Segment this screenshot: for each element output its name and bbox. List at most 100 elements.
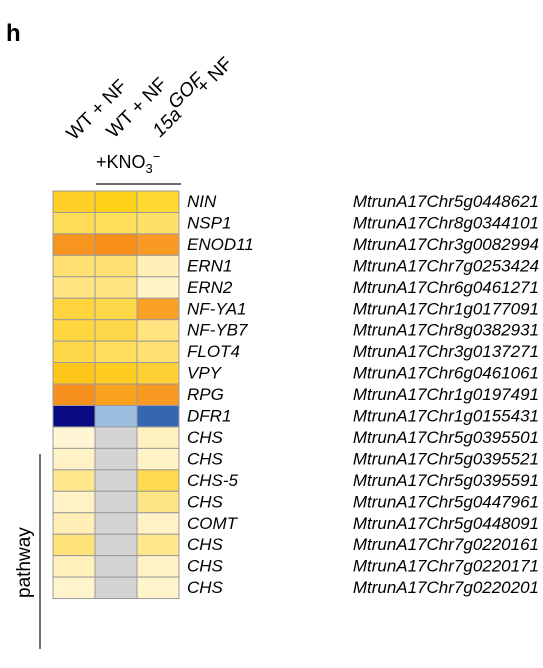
panel-letter: h: [6, 20, 21, 47]
heatmap-cell: [136, 576, 180, 600]
gene-id-label: MtrunA17Chr8g0382931: [353, 321, 539, 340]
condition-prefix: +KNO: [96, 152, 146, 172]
condition-superscript: −: [153, 149, 161, 164]
heatmap-cell: [136, 469, 180, 492]
gene-label: CHS: [187, 428, 224, 447]
heatmap-cell: [136, 190, 180, 213]
gene-label: ENOD11: [187, 235, 254, 254]
gene-label: CHS: [187, 449, 224, 468]
heatmap-cell: [136, 490, 180, 514]
gene-id-label: MtrunA17Chr7g0220201: [353, 578, 539, 597]
gene-label: COMT: [187, 514, 239, 533]
heatmap-cell: [136, 447, 180, 471]
condition-subscript: 3: [146, 161, 153, 176]
heatmap-cell: [94, 211, 138, 235]
gene-id-label: MtrunA17Chr5g0448621: [353, 192, 539, 211]
gene-id-labels: MtrunA17Chr5g0448621 MtrunA17Chr8g0344101…: [353, 192, 539, 597]
heatmap-cell: [136, 512, 180, 535]
gene-label: NF-YA1: [187, 299, 247, 318]
heatmap-cell: [136, 233, 180, 256]
gene-label: DFR1: [187, 407, 231, 426]
gene-label: ERN1: [187, 256, 232, 275]
gene-label: CHS-5: [187, 471, 239, 490]
heatmap-cell: [94, 190, 138, 213]
heatmap-cell: [52, 383, 96, 406]
heatmap-cell: [94, 405, 138, 428]
heatmap-cell: [136, 383, 180, 406]
heatmap-cell: [94, 254, 138, 278]
heatmap-cell: [94, 340, 138, 364]
heatmap-cell: [136, 254, 180, 278]
heatmap-cell: [136, 211, 180, 235]
heatmap-cell: [52, 233, 96, 256]
heatmap-cell: [52, 276, 96, 299]
heatmap-cell: [94, 319, 138, 342]
heatmap-cell: [136, 405, 180, 428]
gene-label: FLOT4: [187, 342, 240, 361]
gene-label: NIN: [187, 192, 217, 211]
heatmap-cell: [94, 490, 138, 514]
gene-label: CHS: [187, 492, 224, 511]
gene-id-label: MtrunA17Chr1g0155431: [353, 407, 539, 426]
heatmap-cell: [94, 426, 138, 449]
condition-label: +KNO3−: [96, 149, 160, 176]
heatmap-cell: [94, 276, 138, 299]
gene-id-label: MtrunA17Chr5g0395501: [353, 428, 539, 447]
gene-id-label: MtrunA17Chr3g0137271: [353, 342, 539, 361]
heatmap-cell: [136, 362, 180, 385]
gene-id-label: MtrunA17Chr3g0082994: [353, 235, 539, 254]
gene-label: CHS: [187, 557, 224, 576]
heatmap-cell: [136, 340, 180, 364]
gene-id-label: MtrunA17Chr7g0220171: [353, 557, 539, 576]
heatmap-cell: [136, 533, 180, 557]
heatmap-cells: [52, 190, 180, 600]
heatmap-cell: [94, 555, 138, 578]
gene-id-label: MtrunA17Chr5g0448091: [353, 514, 539, 533]
gene-label: VPY: [187, 364, 223, 383]
heatmap-cell: [94, 233, 138, 256]
heatmap-cell: [52, 447, 96, 471]
heatmap-cell: [52, 555, 96, 578]
heatmap-cell: [52, 297, 96, 321]
gene-id-label: MtrunA17Chr8g0344101: [353, 213, 539, 232]
heatmap-cell: [52, 490, 96, 514]
gene-label: NF-YB7: [187, 321, 248, 340]
heatmap-cell: [94, 533, 138, 557]
heatmap-cell: [52, 512, 96, 535]
heatmap-cell: [52, 426, 96, 449]
heatmap-cell: [94, 297, 138, 321]
gene-label: ERN2: [187, 278, 233, 297]
gene-label: CHS: [187, 578, 224, 597]
heatmap-cell: [94, 512, 138, 535]
heatmap-cell: [52, 469, 96, 492]
gene-id-label: MtrunA17Chr7g0220161: [353, 535, 539, 554]
heatmap-cell: [136, 297, 180, 321]
heatmap-cell: [52, 576, 96, 600]
gene-label: NSP1: [187, 213, 231, 232]
heatmap-cell: [94, 383, 138, 406]
gene-id-label: MtrunA17Chr1g0177091: [353, 299, 539, 318]
gene-id-label: MtrunA17Chr7g0253424: [353, 256, 539, 275]
gene-id-label: MtrunA17Chr1g0197491: [353, 385, 539, 404]
gene-labels: NIN NSP1 ENOD11 ERN1 ERN2 NF-YA1 NF-YB7 FLOT4 VP…: [187, 192, 254, 597]
heatmap-cell: [52, 211, 96, 235]
heatmap-cell: [136, 426, 180, 449]
heatmap-cell: [136, 276, 180, 299]
gene-id-label: MtrunA17Chr5g0395591: [353, 471, 539, 490]
heatmap-cell: [52, 254, 96, 278]
heatmap-cell: [52, 405, 96, 428]
heatmap-cell: [52, 362, 96, 385]
gene-id-label: MtrunA17Chr6g0461061: [353, 364, 539, 383]
group-label: pathway: [14, 527, 35, 598]
heatmap-cell: [136, 555, 180, 578]
gene-id-label: MtrunA17Chr5g0395521: [353, 449, 539, 468]
gene-id-label: MtrunA17Chr6g0461271: [353, 278, 539, 297]
heatmap-cell: [94, 469, 138, 492]
gene-label: RPG: [187, 385, 224, 404]
gene-label: CHS: [187, 535, 224, 554]
heatmap-cell: [52, 190, 96, 213]
heatmap-cell: [52, 533, 96, 557]
heatmap-cell: [136, 319, 180, 342]
heatmap-cell: [52, 319, 96, 342]
